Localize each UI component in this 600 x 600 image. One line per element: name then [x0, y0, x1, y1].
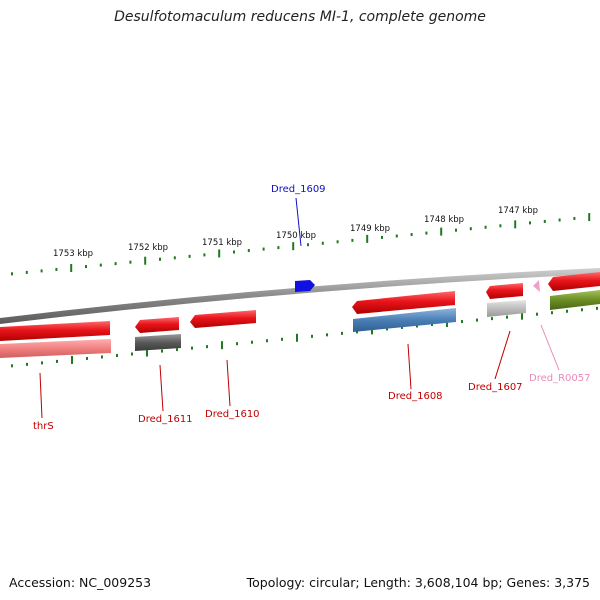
label-dred-1608: Dred_1608 [388, 391, 443, 402]
leader-dred-1610 [226, 359, 231, 407]
gene-red-left[interactable] [0, 321, 110, 341]
gene-forward-red-3[interactable] [548, 272, 600, 291]
label-dred-1607: Dred_1607 [468, 382, 523, 393]
label-thrS: thrS [33, 421, 54, 432]
accession-label: Accession: NC_009253 [9, 575, 152, 590]
topology-label: Topology: circular; Length: 3,608,104 bp… [246, 575, 590, 590]
leader-dred-1611 [159, 364, 164, 412]
gene-rna-pink[interactable] [533, 280, 540, 292]
gene-thrS[interactable] [0, 339, 111, 358]
gene-dred-1607[interactable] [487, 300, 526, 317]
label-dred-1610: Dred_1610 [205, 409, 260, 420]
scale-label-1753: 1753 kbp [53, 249, 93, 259]
leader-dred-1607 [494, 330, 511, 380]
scale-label-1749: 1749 kbp [350, 224, 390, 234]
gene-dred-1608[interactable] [353, 308, 456, 332]
label-dred-1609: Dred_1609 [271, 184, 326, 195]
scale-label-1747: 1747 kbp [498, 206, 538, 216]
outer-scale-ticks [11, 213, 591, 276]
gene-dred-1611[interactable] [135, 334, 181, 351]
leader-dred-1609 [295, 197, 302, 247]
leader-dred-r0057 [540, 324, 560, 371]
gene-forward-red-1[interactable] [352, 291, 455, 314]
label-dred-r0057: Dred_R0057 [529, 373, 591, 384]
gene-forward-red-2[interactable] [486, 283, 523, 299]
leader-dred-1608 [407, 343, 412, 390]
gene-dred-1611-red[interactable] [135, 317, 179, 333]
gene-olive[interactable] [550, 290, 600, 310]
scale-label-1751: 1751 kbp [202, 238, 242, 248]
genome-backbone [0, 268, 600, 324]
leader-thrS [39, 372, 43, 419]
scale-label-1752: 1752 kbp [128, 243, 168, 253]
scale-label-1748: 1748 kbp [424, 215, 464, 225]
gene-dred-1610[interactable] [190, 310, 256, 328]
inner-scale-ticks [11, 306, 598, 368]
map-title: Desulfotomaculum reducens MI-1, complete… [114, 9, 486, 25]
gene-dred-1609[interactable] [295, 280, 315, 292]
label-dred-1611: Dred_1611 [138, 414, 193, 425]
scale-label-1750: 1750 kbp [276, 231, 316, 241]
